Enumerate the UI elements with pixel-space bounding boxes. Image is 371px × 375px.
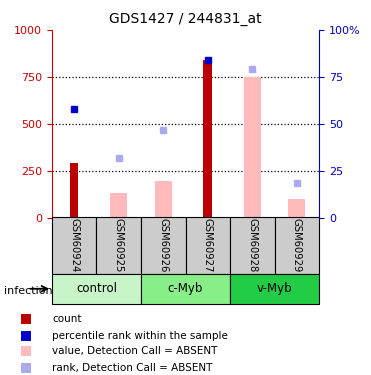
Bar (275, 217, 319, 274)
Text: count: count (52, 314, 82, 324)
Bar (288, 199, 305, 217)
Text: value, Detection Call = ABSENT: value, Detection Call = ABSENT (52, 346, 217, 357)
Text: GSM60928: GSM60928 (247, 219, 257, 273)
Text: infection: infection (4, 286, 52, 296)
Bar (203, 60, 212, 217)
Bar (141, 217, 186, 274)
Text: GSM60924: GSM60924 (69, 219, 79, 273)
Bar (110, 193, 127, 217)
Text: GSM60927: GSM60927 (203, 218, 213, 273)
Text: c-Myb: c-Myb (168, 282, 203, 295)
Bar (244, 77, 261, 218)
Bar (70, 163, 79, 218)
Title: GDS1427 / 244831_at: GDS1427 / 244831_at (109, 12, 262, 26)
Bar (96, 217, 141, 274)
Bar (230, 217, 275, 274)
Text: percentile rank within the sample: percentile rank within the sample (52, 331, 228, 341)
Bar (230, 274, 319, 304)
Bar (52, 274, 141, 304)
Text: GSM60925: GSM60925 (114, 218, 124, 273)
Bar (52, 217, 96, 274)
Bar (186, 217, 230, 274)
Bar (155, 181, 172, 218)
Text: rank, Detection Call = ABSENT: rank, Detection Call = ABSENT (52, 363, 212, 373)
Bar (141, 274, 230, 304)
Text: GSM60926: GSM60926 (158, 218, 168, 273)
Text: v-Myb: v-Myb (257, 282, 292, 295)
Text: control: control (76, 282, 117, 295)
Text: GSM60929: GSM60929 (292, 218, 302, 273)
